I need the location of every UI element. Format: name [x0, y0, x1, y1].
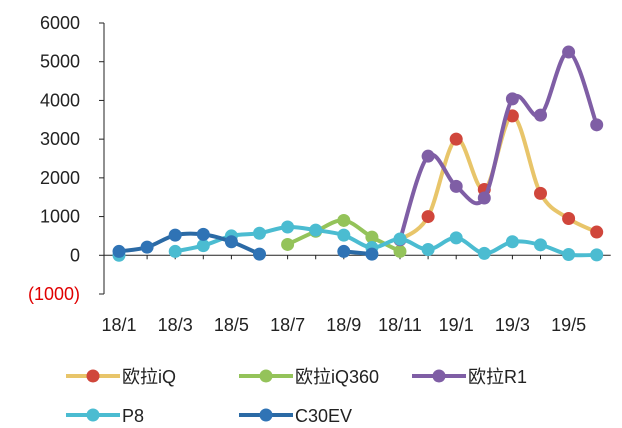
data-point [394, 233, 407, 246]
data-point [562, 46, 575, 59]
y-tick-label: 6000 [40, 13, 80, 33]
legend-item: 欧拉iQ360 [239, 367, 379, 387]
data-point [337, 229, 350, 242]
data-point [506, 92, 519, 105]
data-point [365, 248, 378, 261]
legend-item: C30EV [239, 406, 352, 426]
legend: 欧拉iQ 欧拉iQ360 欧拉R1 P8 C30EV [66, 367, 527, 426]
data-point [478, 247, 491, 260]
data-point [197, 228, 210, 241]
legend-item: 欧拉iQ [66, 367, 176, 387]
x-tick-label: 19/3 [495, 315, 530, 335]
data-point [281, 221, 294, 234]
y-tick-label: 2000 [40, 168, 80, 188]
data-point [253, 248, 266, 261]
legend-marker [87, 409, 100, 422]
data-point [281, 238, 294, 251]
legend-item: P8 [66, 406, 144, 426]
legend-marker [260, 409, 273, 422]
series-line [175, 227, 597, 255]
data-point [141, 241, 154, 254]
data-point [394, 245, 407, 258]
data-point [450, 231, 463, 244]
legend-label: 欧拉iQ [122, 367, 176, 387]
x-tick-label: 19/1 [439, 315, 474, 335]
data-point [309, 224, 322, 237]
x-tick-label: 19/5 [551, 315, 586, 335]
legend-marker [433, 370, 446, 383]
series-layer [113, 46, 604, 262]
data-point [113, 245, 126, 258]
legend-marker [260, 370, 273, 383]
x-tick-label: 18/5 [214, 315, 249, 335]
x-axis: 18/1 18/3 18/5 18/7 18/9 18/11 19/1 19/3 19/5 [101, 255, 610, 335]
data-point [450, 133, 463, 146]
data-point [337, 245, 350, 258]
x-tick-label: 18/1 [101, 315, 136, 335]
legend-item: 欧拉R1 [412, 367, 527, 387]
y-tick-label: 5000 [40, 52, 80, 72]
data-point [197, 239, 210, 252]
data-point [225, 235, 238, 248]
data-point [169, 245, 182, 258]
data-point [534, 238, 547, 251]
data-point [590, 118, 603, 131]
y-axis: 6000 5000 4000 3000 2000 1000 0 (1000) [28, 13, 104, 304]
legend-label: P8 [122, 406, 144, 426]
data-point [534, 109, 547, 122]
data-point [562, 248, 575, 261]
data-point [422, 210, 435, 223]
data-point [337, 214, 350, 227]
y-tick-label: 3000 [40, 129, 80, 149]
y-tick-label: 0 [70, 245, 80, 265]
x-tick-label: 18/11 [378, 315, 422, 335]
legend-label: 欧拉R1 [468, 367, 527, 387]
data-point [590, 248, 603, 261]
data-point [422, 243, 435, 256]
y-tick-label: 4000 [40, 90, 80, 110]
x-tick-label: 18/9 [326, 315, 361, 335]
data-point [506, 235, 519, 248]
legend-marker [87, 370, 100, 383]
y-tick-label: (1000) [28, 284, 80, 304]
data-point [169, 229, 182, 242]
data-point [590, 226, 603, 239]
data-point [450, 180, 463, 193]
x-tick-label: 18/3 [158, 315, 193, 335]
y-tick-label: 1000 [40, 207, 80, 227]
data-point [253, 227, 266, 240]
series-0 [394, 109, 604, 246]
x-tick-label: 18/7 [270, 315, 305, 335]
legend-label: C30EV [295, 406, 352, 426]
data-point [478, 191, 491, 204]
data-point [422, 150, 435, 163]
legend-label: 欧拉iQ360 [295, 367, 379, 387]
data-point [534, 187, 547, 200]
data-point [562, 212, 575, 225]
